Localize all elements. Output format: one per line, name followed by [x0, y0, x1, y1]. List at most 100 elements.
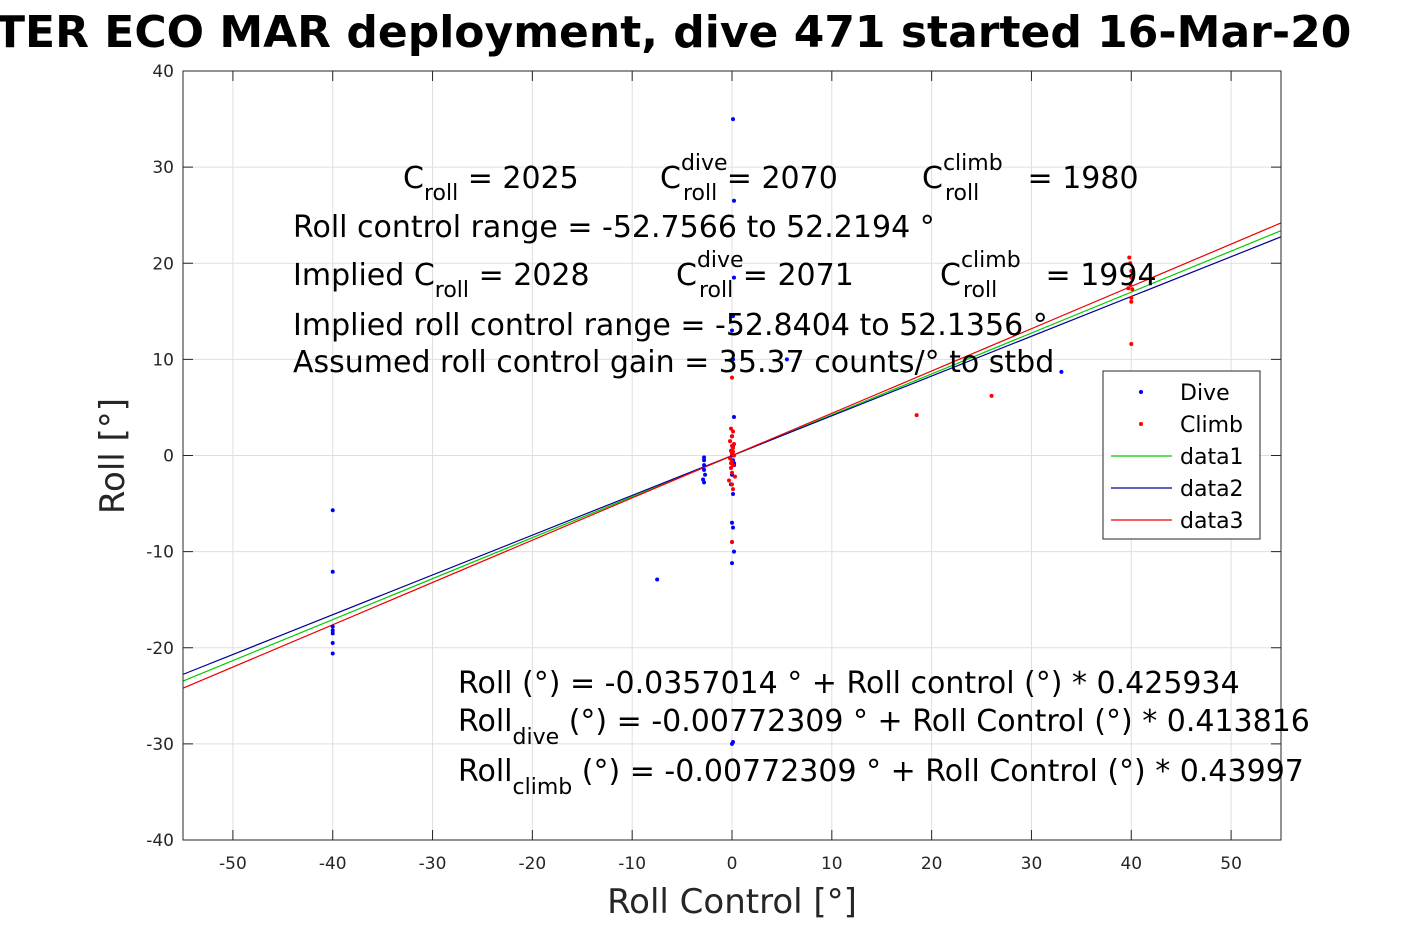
y-tick-label: 40 — [152, 62, 174, 82]
legend-label: data3 — [1180, 509, 1244, 534]
x-tick-label: 20 — [921, 854, 943, 874]
y-tick-label: 20 — [152, 254, 174, 274]
point-dive — [731, 415, 736, 420]
point-climb — [728, 439, 733, 444]
point-climb — [989, 393, 994, 398]
point-dive — [702, 455, 707, 460]
implied-c-roll-climb-annotation: Cclimb roll = 1994 — [940, 248, 1157, 303]
point-climb — [730, 449, 735, 454]
point-dive — [703, 472, 708, 477]
point-climb — [729, 461, 734, 466]
fit-equation-dive: Rolldive (°) = -0.00772309 ° + Roll Cont… — [458, 704, 1310, 750]
point-dive — [731, 275, 736, 280]
point-climb — [1128, 282, 1133, 287]
y-tick-label: 30 — [152, 158, 174, 178]
point-dive — [330, 651, 335, 656]
implied-roll-control-range: Implied roll control range = -52.8404 to… — [293, 308, 1048, 343]
point-dive — [730, 520, 734, 525]
ticks: -50 -40 -30 -20 -10 0 10 20 30 40 50 -40 -30 -20 -10 0 1… — [146, 62, 1281, 874]
c-roll-annotation: Croll = 2025 — [403, 161, 579, 206]
point-climb — [728, 456, 733, 461]
legend-marker-dive — [1139, 390, 1143, 394]
y-tick-label: 0 — [163, 447, 174, 467]
point-climb — [1128, 261, 1133, 266]
chart-title: TER ECO MAR deployment, dive 471 started… — [0, 7, 1351, 58]
point-climb — [732, 474, 737, 479]
point-climb — [1129, 275, 1134, 280]
point-climb — [1129, 299, 1134, 304]
point-dive — [655, 577, 660, 582]
x-tick-label: -10 — [618, 854, 646, 874]
point-climb — [1127, 255, 1132, 260]
point-dive — [330, 569, 335, 574]
point-dive — [1059, 369, 1064, 374]
point-climb — [730, 375, 734, 380]
point-dive — [731, 549, 736, 554]
x-tick-label: -40 — [319, 854, 347, 874]
point-dive — [730, 741, 734, 746]
point-dive — [730, 491, 735, 496]
fit-equation-all: Roll (°) = -0.0357014 ° + Roll control (… — [458, 666, 1240, 701]
x-tick-label: -50 — [219, 854, 247, 874]
point-climb — [730, 482, 734, 487]
x-tick-label: 50 — [1220, 854, 1242, 874]
point-climb — [730, 445, 735, 450]
roll-control-range: Roll control range = -52.7566 to 52.2194… — [293, 210, 935, 245]
point-climb — [1129, 341, 1134, 346]
point-dive — [730, 314, 735, 319]
point-climb — [729, 426, 734, 431]
x-tick-label: 10 — [821, 854, 843, 874]
point-dive — [330, 640, 335, 645]
data-points — [330, 117, 1135, 746]
point-climb — [730, 429, 735, 434]
point-dive — [330, 628, 335, 633]
x-tick-label: -20 — [518, 854, 546, 874]
point-dive — [730, 561, 734, 566]
point-climb — [730, 487, 735, 492]
point-climb — [730, 470, 734, 475]
fit-equation-climb: Rollclimb (°) = -0.00772309 ° + Roll Con… — [458, 754, 1304, 800]
point-climb — [730, 434, 734, 439]
point-dive — [784, 357, 789, 362]
y-axis-label: Roll [°] — [93, 398, 133, 514]
x-tick-label: 0 — [727, 854, 738, 874]
point-dive — [330, 631, 335, 636]
x-tick-label: -30 — [419, 854, 447, 874]
point-climb — [1129, 295, 1134, 300]
y-tick-label: 10 — [152, 350, 174, 370]
x-tick-label: 30 — [1021, 854, 1043, 874]
x-axis-label: Roll Control [°] — [607, 882, 857, 922]
implied-c-roll-dive-annotation: Cdive roll = 2071 — [676, 248, 854, 303]
y-tick-label: -40 — [146, 831, 174, 851]
implied-c-roll-annotation: Implied Croll = 2028 — [293, 258, 590, 303]
point-climb — [1126, 286, 1131, 291]
legend-marker-climb — [1139, 422, 1143, 426]
c-roll-climb-annotation: Cclimb roll = 1980 — [922, 151, 1139, 206]
point-dive — [330, 508, 335, 513]
point-dive — [730, 117, 735, 122]
point-dive — [702, 467, 707, 472]
point-dive — [702, 458, 707, 463]
y-tick-label: -30 — [146, 735, 174, 755]
point-dive — [730, 525, 735, 530]
assumed-roll-control-gain: Assumed roll control gain = 35.37 counts… — [293, 345, 1054, 380]
legend-label: data1 — [1180, 445, 1244, 470]
legend: Dive Climb data1 data2 data3 — [1102, 370, 1261, 540]
point-climb — [729, 465, 734, 470]
y-tick-label: -20 — [146, 639, 174, 659]
point-dive — [330, 624, 335, 629]
point-climb — [727, 478, 732, 483]
x-tick-label: 40 — [1120, 854, 1142, 874]
legend-label: data2 — [1180, 477, 1244, 502]
point-dive — [730, 328, 734, 333]
y-tick-label: -10 — [146, 543, 174, 563]
legend-label: Dive — [1180, 381, 1230, 406]
c-roll-dive-annotation: Cdive roll = 2070 — [660, 151, 838, 206]
point-dive — [731, 198, 736, 203]
point-dive — [702, 463, 707, 468]
point-climb — [731, 453, 736, 458]
point-climb — [730, 540, 734, 545]
point-climb — [1130, 287, 1135, 292]
point-dive — [702, 480, 707, 485]
